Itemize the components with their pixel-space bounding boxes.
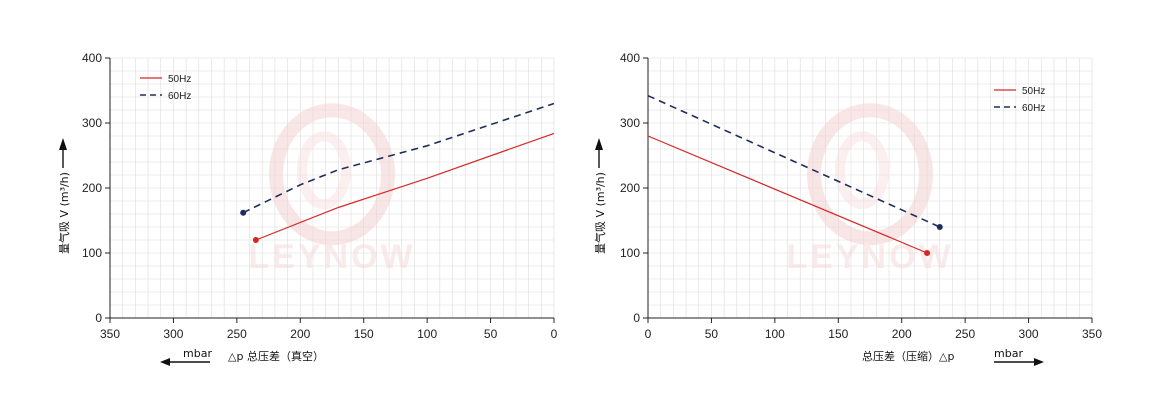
y-tick-label: 100 bbox=[82, 246, 102, 260]
legend-label: 60Hz bbox=[168, 91, 191, 102]
x-tick-label: 150 bbox=[828, 327, 848, 341]
legend-label: 60Hz bbox=[1022, 103, 1045, 114]
series-line-50Hz bbox=[255, 132, 555, 241]
y-tick-label: 400 bbox=[620, 51, 640, 65]
unit-label: mbar bbox=[994, 347, 1023, 360]
watermark-logo-swirl bbox=[835, 131, 889, 210]
unit-arrow-right-icon bbox=[1034, 358, 1044, 366]
series-line-50Hz bbox=[647, 135, 928, 254]
series-endpoint-50Hz bbox=[252, 237, 259, 243]
x-tick-label: 100 bbox=[765, 327, 785, 341]
x-tick-label: 300 bbox=[163, 327, 183, 341]
x-tick-label: 0 bbox=[645, 327, 652, 341]
series-line-60Hz bbox=[647, 94, 941, 228]
series-endpoint-60Hz bbox=[240, 209, 247, 216]
y-axis-arrow-icon bbox=[595, 138, 603, 150]
y-tick-label: 300 bbox=[620, 116, 640, 130]
x-axis-label: 总压差（压缩）△p bbox=[862, 349, 954, 363]
x-tick-label: 50 bbox=[705, 327, 719, 341]
x-tick-label: 250 bbox=[227, 327, 247, 341]
y-tick-label: 0 bbox=[633, 311, 640, 325]
watermark-text: LEYNOW bbox=[786, 238, 953, 276]
y-axis-label: 量气吸 V (m³/h) bbox=[57, 172, 71, 254]
unit-arrow-left-icon bbox=[160, 358, 170, 366]
x-tick-label: 50 bbox=[484, 327, 498, 341]
x-tick-label: 350 bbox=[1082, 327, 1102, 341]
x-axis-label: △p 总压差（真空） bbox=[228, 349, 324, 363]
grid bbox=[647, 57, 1093, 319]
watermark-text: LEYNOW bbox=[248, 238, 415, 276]
watermark-logo-ring bbox=[807, 103, 933, 246]
x-tick-label: 200 bbox=[290, 327, 310, 341]
watermark-logo-swirl bbox=[297, 131, 351, 210]
series-line-60Hz bbox=[242, 102, 555, 214]
watermark-logo-ring bbox=[269, 103, 395, 246]
y-axis-label: 量气吸 V (m³/h) bbox=[593, 172, 607, 254]
legend-label: 50Hz bbox=[168, 74, 191, 85]
series-endpoint-50Hz bbox=[924, 250, 931, 256]
x-tick-label: 200 bbox=[892, 327, 912, 341]
y-tick-label: 100 bbox=[620, 246, 640, 260]
x-tick-label: 0 bbox=[551, 327, 558, 341]
x-tick-label: 350 bbox=[100, 327, 120, 341]
y-tick-label: 200 bbox=[82, 181, 102, 195]
y-tick-label: 400 bbox=[82, 51, 102, 65]
unit-label: mbar bbox=[183, 347, 212, 360]
watermark: LEYNOW bbox=[248, 103, 415, 276]
chart-1: LEYNOW 0 100 200 300 400 350 300 250 200 150 100 50 0… bbox=[57, 51, 558, 366]
y-axis-arrow-icon bbox=[59, 138, 67, 150]
x-tick-label: 250 bbox=[955, 327, 975, 341]
y-tick-label: 200 bbox=[620, 181, 640, 195]
x-tick-label: 300 bbox=[1019, 327, 1039, 341]
x-tick-label: 150 bbox=[354, 327, 374, 341]
y-tick-label: 300 bbox=[82, 116, 102, 130]
series-endpoint-60Hz bbox=[936, 224, 943, 230]
chart-2: LEYNOW 0 100 200 300 400 0 50 100 150 200 250 300 350… bbox=[593, 51, 1102, 366]
legend-label: 50Hz bbox=[1022, 86, 1045, 97]
watermark: LEYNOW bbox=[786, 103, 953, 276]
x-tick-label: 100 bbox=[417, 327, 437, 341]
y-tick-label: 0 bbox=[95, 311, 102, 325]
